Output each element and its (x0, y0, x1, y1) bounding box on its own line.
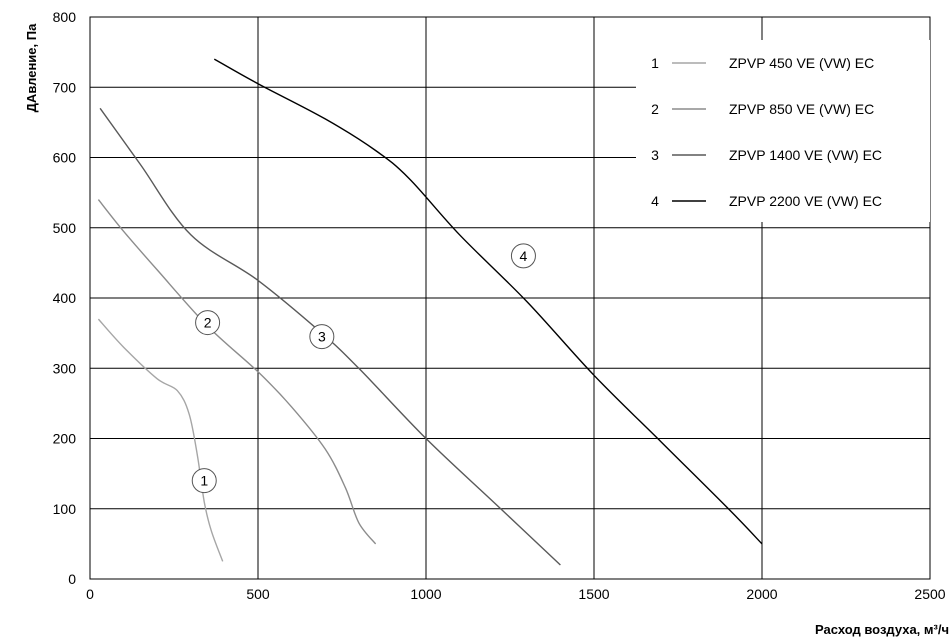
x-tick-label: 0 (86, 586, 94, 602)
y-tick-label: 800 (53, 9, 77, 25)
legend-label: ZPVP 450 VE (VW) EC (729, 55, 874, 71)
markers-layer: 1 2 3 4 (191, 243, 536, 494)
legend-number: 3 (651, 147, 659, 163)
curve-marker-2 (195, 310, 221, 336)
x-tick-label: 500 (246, 586, 270, 602)
x-tick-label: 2500 (914, 586, 945, 602)
y-tick-label: 700 (53, 79, 77, 95)
y-tick-label: 200 (53, 431, 77, 447)
y-tick-label: 100 (53, 501, 77, 517)
x-tick-label: 1500 (578, 586, 609, 602)
legend-number: 4 (651, 193, 659, 209)
series-line-1 (97, 318, 224, 562)
curve-marker-label-3: 3 (318, 329, 326, 345)
curve-marker-3 (309, 324, 335, 350)
y-tick-label: 600 (53, 150, 77, 166)
x-tick-label: 2000 (746, 586, 777, 602)
y-tick-label: 0 (68, 571, 76, 587)
legend-number: 1 (651, 55, 659, 71)
legend-label: ZPVP 850 VE (VW) EC (729, 101, 874, 117)
ticks: 0 500 1000 1500 2000 2500 0 100 200 300 400 500 600 7… (53, 9, 946, 602)
curve-marker-label-4: 4 (520, 248, 528, 264)
series-line-4 (213, 58, 763, 545)
y-axis-label: ДАвление, Па (24, 23, 39, 112)
curve-marker-label-2: 2 (204, 315, 212, 331)
curve-marker-1 (191, 468, 217, 494)
y-tick-label: 300 (53, 360, 77, 376)
y-tick-label: 400 (53, 290, 77, 306)
y-tick-label: 500 (53, 220, 77, 236)
legend-label: ZPVP 1400 VE (VW) EC (729, 147, 882, 163)
curve-marker-4 (510, 243, 536, 269)
series-line-2 (97, 199, 377, 545)
legend-label: ZPVP 2200 VE (VW) EC (729, 193, 882, 209)
x-axis-label: Расход воздуха, м³/ч (815, 622, 949, 637)
legend-box (636, 40, 930, 222)
legend-number: 2 (651, 101, 659, 117)
legend: 1 ZPVP 450 VE (VW) EC 2 ZPVP 850 VE (VW) EC… (636, 40, 930, 222)
x-tick-label: 1000 (410, 586, 441, 602)
curve-marker-label-1: 1 (200, 473, 208, 489)
